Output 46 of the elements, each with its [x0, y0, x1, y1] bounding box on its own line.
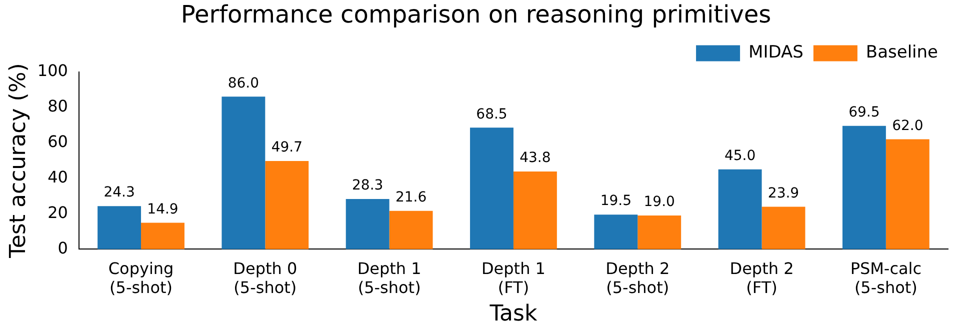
y-tick-label: 0 — [58, 238, 68, 258]
bar — [470, 128, 514, 250]
chart-title: Performance comparison on reasoning primitives — [180, 0, 772, 29]
y-tick-label: 20 — [48, 202, 68, 222]
y-tick-label: 60 — [48, 132, 68, 151]
data-label: 68.5 — [476, 106, 508, 122]
bar — [638, 215, 682, 250]
bar — [762, 206, 806, 250]
legend-label: MIDAS — [748, 42, 804, 63]
x-axis-title: Task — [488, 302, 538, 327]
bar — [98, 206, 142, 250]
bar — [842, 126, 886, 250]
data-label: 49.7 — [271, 140, 302, 156]
data-label: 24.3 — [104, 184, 135, 201]
x-tick-label: Copying (5-shot) — [108, 258, 174, 298]
x-tick-label: Depth 0 (5-shot) — [233, 258, 298, 298]
data-label: 28.3 — [352, 178, 384, 194]
bar — [141, 222, 184, 250]
data-label: 19.5 — [600, 193, 632, 210]
y-tick-label: 80 — [48, 96, 68, 116]
data-label: 43.8 — [520, 150, 551, 166]
data-label: 62.0 — [892, 118, 924, 134]
y-axis-title: Test accuracy (%) — [6, 63, 31, 259]
data-label: 86.0 — [228, 75, 260, 92]
bar — [718, 169, 762, 250]
x-tick-label: Depth 2 (FT) — [730, 258, 794, 298]
x-tick-label: Depth 2 (5-shot) — [606, 258, 670, 298]
y-tick-label: 100 — [37, 60, 68, 80]
data-label: 69.5 — [848, 104, 880, 121]
bar — [513, 172, 557, 250]
legend-label: Baseline — [866, 42, 938, 63]
data-label: 45.0 — [724, 148, 756, 164]
data-label: 21.6 — [395, 190, 427, 206]
x-tick-label: PSM-calc (5-shot) — [850, 258, 922, 298]
bar — [346, 198, 390, 250]
bar — [222, 96, 266, 250]
x-tick-label: Depth 1 (5-shot) — [357, 258, 422, 298]
bar — [886, 139, 930, 250]
x-tick-label: Depth 1 (FT) — [481, 258, 546, 298]
bar — [265, 161, 309, 250]
bar — [389, 210, 433, 250]
data-label: 14.9 — [147, 201, 178, 218]
data-label: 23.9 — [768, 185, 800, 202]
data-label: 19.0 — [644, 194, 675, 210]
y-tick-label: 40 — [48, 167, 68, 186]
bar — [594, 214, 638, 250]
